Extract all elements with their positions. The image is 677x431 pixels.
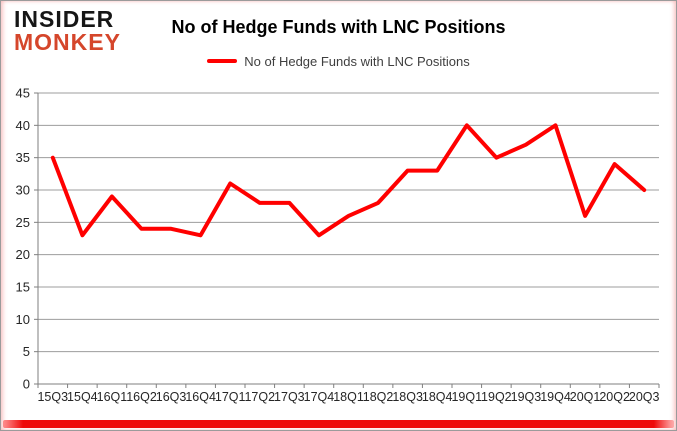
x-axis-label: 18Q2 [363, 390, 394, 404]
data-line-hedge-fund-positions [50, 123, 647, 238]
x-axis-label: 18Q4 [422, 390, 453, 404]
y-axis-label: 0 [23, 377, 30, 392]
chart-title: No of Hedge Funds with LNC Positions [171, 17, 506, 37]
x-axis-label: 20Q2 [599, 390, 630, 404]
y-axis-label: 10 [16, 312, 30, 327]
y-axis-label: 15 [16, 280, 30, 295]
y-axis-label: 5 [23, 344, 30, 359]
y-axis-label: 20 [16, 247, 30, 262]
x-axis-label: 16Q1 [97, 390, 128, 404]
chart-legend: No of Hedge Funds with LNC Positions [1, 53, 676, 69]
y-axis-label: 35 [16, 150, 30, 165]
x-axis-label: 17Q2 [244, 390, 275, 404]
legend-line-swatch [207, 59, 238, 63]
legend-label: No of Hedge Funds with LNC Positions [244, 53, 470, 69]
logo-word-insider: INSIDER [14, 6, 115, 32]
x-axis-label: 16Q3 [156, 390, 187, 404]
x-axis-label: 18Q1 [333, 390, 364, 404]
y-axis-label: 25 [16, 215, 30, 230]
x-axis-label: 16Q4 [185, 390, 216, 404]
x-axis-label: 19Q1 [451, 390, 482, 404]
x-axis-label: 17Q3 [274, 390, 305, 404]
insider-monkey-logo: INSIDER MONKEY [14, 8, 121, 53]
x-axis-label: 15Q4 [67, 390, 98, 404]
x-axis-label: 15Q3 [37, 390, 68, 404]
y-axis-label: 30 [16, 183, 30, 198]
x-axis-label: 17Q4 [304, 390, 335, 404]
bottom-red-bar [3, 420, 674, 428]
x-axis-label: 17Q1 [215, 390, 246, 404]
x-axis-label: 19Q2 [481, 390, 512, 404]
x-axis-label: 20Q1 [570, 390, 601, 404]
x-axis-label: 20Q3 [629, 390, 660, 404]
y-axis-label: 45 [16, 86, 30, 101]
logo-word-monkey: MONKEY [14, 28, 121, 55]
x-axis-label: 19Q3 [511, 390, 542, 404]
x-axis-label: 19Q4 [540, 390, 571, 404]
x-axis-label: 16Q2 [126, 390, 157, 404]
y-axis-label: 40 [16, 118, 30, 133]
x-axis-label: 18Q3 [392, 390, 423, 404]
